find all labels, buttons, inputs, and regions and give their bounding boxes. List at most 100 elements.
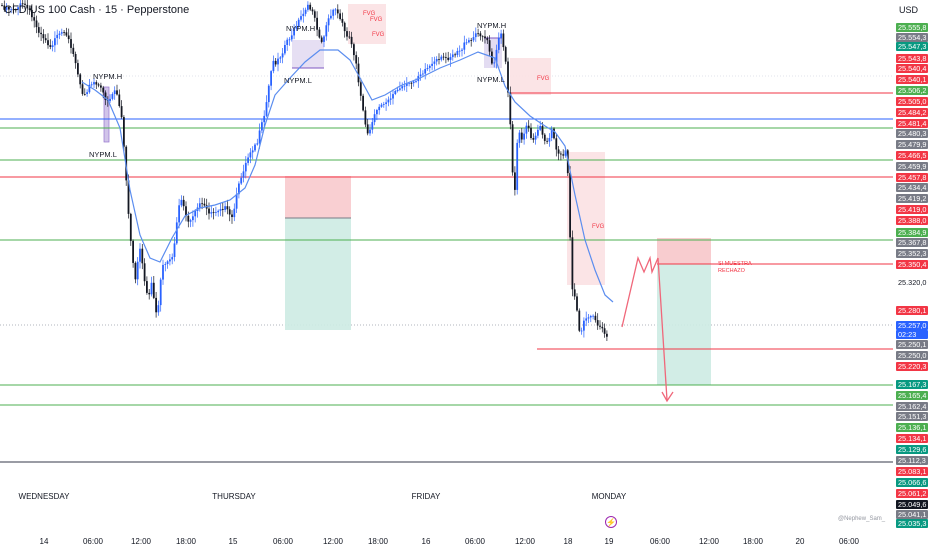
candle-body <box>212 212 215 213</box>
candle-body <box>520 132 523 140</box>
candle-body <box>113 90 116 94</box>
moving-average-layer <box>81 49 614 303</box>
candle-body <box>215 212 217 213</box>
candle-body <box>44 38 47 41</box>
grid-layer <box>0 75 893 463</box>
candle-body <box>606 333 608 337</box>
annotation-text: RECHAZO <box>718 268 746 274</box>
candle-body <box>486 38 489 41</box>
candle-body <box>571 237 574 290</box>
time-tick-label: 12:00 <box>514 537 536 546</box>
candle-body <box>336 9 339 14</box>
candle-body <box>495 49 498 63</box>
candle-body <box>72 47 75 54</box>
candle-body <box>518 132 521 143</box>
candle-body <box>166 261 169 264</box>
day-label: FRIDAY <box>411 492 441 501</box>
candle-body <box>534 135 537 140</box>
candle-body <box>433 61 436 64</box>
time-tick-label: 18:00 <box>175 537 197 546</box>
price-label: 25.167,3 <box>896 380 928 389</box>
nypm-low-label: NYPM.L <box>477 75 505 84</box>
candle-body <box>451 54 454 58</box>
candle-body <box>175 222 178 244</box>
price-label: 25.136,1 <box>896 423 928 432</box>
candle-body <box>42 34 45 39</box>
candle-body <box>435 59 438 62</box>
candle-body <box>491 51 493 64</box>
candle-body <box>514 172 516 190</box>
candle-body <box>37 27 40 33</box>
candle-body <box>233 208 236 218</box>
levels-layer <box>0 92 893 406</box>
candle-body <box>320 37 323 42</box>
candle-body <box>3 5 6 10</box>
time-tick-label: 15 <box>228 537 238 546</box>
candle-body <box>173 243 176 257</box>
price-label: 25.035,3 <box>896 519 928 528</box>
candle-body <box>90 84 93 86</box>
candle-body <box>97 84 100 86</box>
candle-body <box>265 102 268 116</box>
candle-body <box>594 315 597 321</box>
price-label: 25.320,0 <box>898 278 927 287</box>
currency-label[interactable]: USD <box>899 5 919 15</box>
author-watermark: @Nephew_Sam_ <box>838 516 886 522</box>
candle-body <box>589 316 592 318</box>
time-tick-label: 14 <box>39 537 49 546</box>
candle-body <box>359 82 362 96</box>
candle-body <box>325 25 328 37</box>
candle-body <box>79 74 82 85</box>
candle-body <box>164 264 167 265</box>
price-label: 25.066,6 <box>896 478 928 487</box>
price-label: 25.384,9 <box>896 228 928 237</box>
price-label: 25.419,2 <box>896 194 928 203</box>
fvg-zone <box>567 152 605 285</box>
candle-body <box>219 209 222 211</box>
fvg-label: FVG <box>372 32 385 38</box>
annotations-layer: NYPM.HNYPM.LNYPM.HNYPM.LNYPM.HNYPM.LFVGF… <box>89 11 752 274</box>
candle-body <box>274 60 277 65</box>
candle-body <box>334 9 337 11</box>
candle-body <box>198 203 201 208</box>
price-label: 25.434,4 <box>896 183 928 192</box>
time-tick-label: 19 <box>604 537 614 546</box>
day-label: MONDAY <box>591 492 627 501</box>
candle-body <box>401 86 404 89</box>
candle-body <box>286 39 289 45</box>
time-tick-label: 06:00 <box>838 537 860 546</box>
candle-body <box>180 199 183 206</box>
candle-body <box>497 37 500 50</box>
time-tick-label: 20 <box>795 537 805 546</box>
candle-body <box>189 220 192 222</box>
nypm-high-label: NYPM.H <box>477 21 506 30</box>
candle-body <box>578 310 581 331</box>
candle-body <box>509 92 512 125</box>
candle-body <box>415 81 417 82</box>
candle-body <box>19 3 22 8</box>
candle-body <box>24 3 26 5</box>
candle-body <box>527 125 530 128</box>
nypm-range <box>484 38 502 68</box>
candle-body <box>221 209 224 210</box>
price-label: 25.134,1 <box>896 434 928 443</box>
candle-body <box>63 32 65 33</box>
candle-body <box>562 154 565 156</box>
candle-body <box>454 54 456 56</box>
time-tick-label: 18 <box>563 537 573 546</box>
projection-zigzag <box>621 255 668 401</box>
candle-body <box>1 5 3 6</box>
candle-body <box>307 4 309 10</box>
candle-body <box>502 33 505 48</box>
candle-body <box>537 129 539 136</box>
price-label: 25.419,0 <box>896 205 928 214</box>
candle-body <box>100 85 102 88</box>
candle-body <box>523 133 525 140</box>
lightning-icon[interactable]: ⚡ <box>605 516 617 528</box>
candle-body <box>438 59 440 60</box>
chart-title[interactable]: CFD US 100 Cash · 15 · Pepperstone <box>4 4 190 16</box>
candle-body <box>279 57 282 59</box>
candle-body <box>396 89 399 92</box>
